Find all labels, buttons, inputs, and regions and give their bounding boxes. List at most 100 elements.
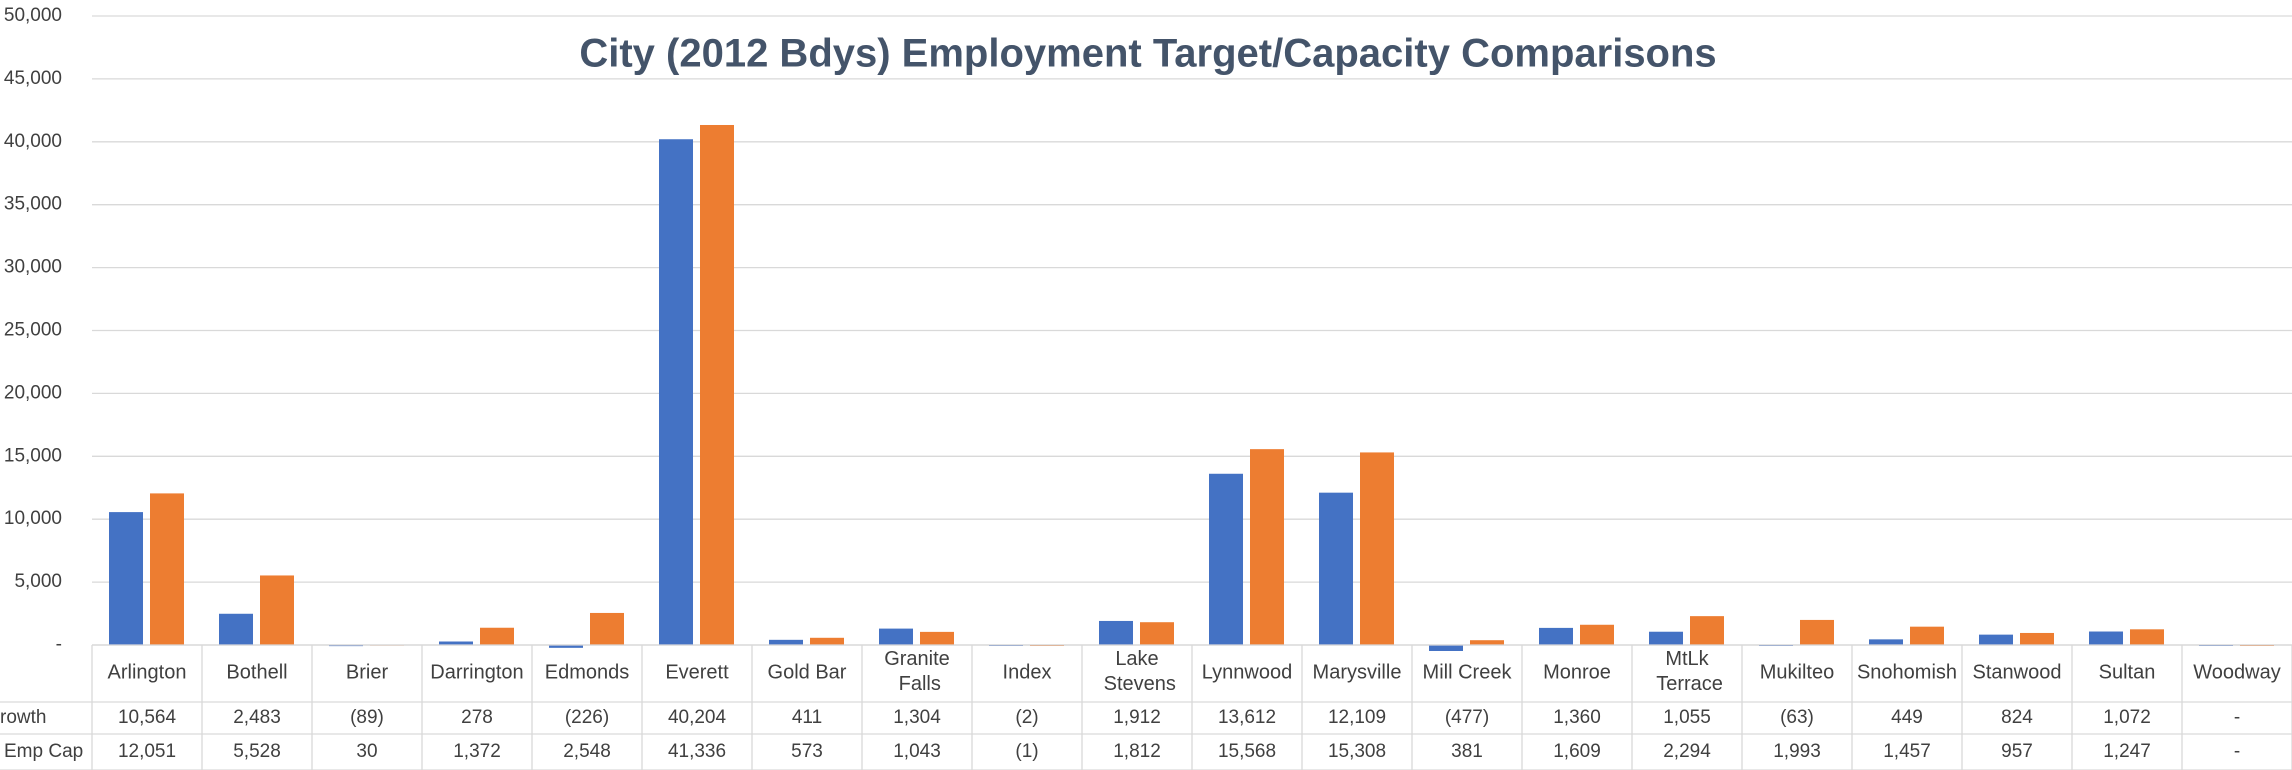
bar xyxy=(260,575,294,645)
table-value: 1,457 xyxy=(1883,741,1931,762)
x-tick-label: Woodway xyxy=(2193,661,2280,683)
x-tick-label: Lake Stevens xyxy=(1098,648,1176,695)
bar xyxy=(700,124,734,646)
bar xyxy=(1470,640,1504,645)
bar xyxy=(2130,629,2164,645)
table-value: 10,564 xyxy=(118,707,177,728)
table-value: (477) xyxy=(1445,707,1489,728)
bar xyxy=(879,628,913,645)
table-value: (63) xyxy=(1780,707,1814,728)
bar xyxy=(1690,616,1724,645)
bar xyxy=(1979,634,2013,645)
y-tick-label: 30,000 xyxy=(4,257,62,278)
bar xyxy=(769,639,803,645)
table-value: 1,247 xyxy=(2103,741,2151,762)
table-value: (226) xyxy=(565,707,609,728)
y-tick-label: 50,000 xyxy=(4,5,62,26)
table-value: 824 xyxy=(2001,707,2033,728)
bar xyxy=(150,493,184,645)
y-tick-label: 10,000 xyxy=(4,508,62,529)
x-tick-label: Edmonds xyxy=(545,661,630,683)
table-value: 449 xyxy=(1891,707,1923,728)
y-tick-label: - xyxy=(56,634,62,655)
table-value: 30 xyxy=(356,741,377,762)
table-value: 1,812 xyxy=(1113,741,1161,762)
legend-label: Emp Cap xyxy=(4,741,83,762)
bar xyxy=(810,637,844,645)
x-tick-label: Mill Creek xyxy=(1423,661,1513,683)
bar xyxy=(2020,632,2054,645)
x-tick-label: Brier xyxy=(346,661,389,683)
x-tick-label: MtLk Terrace xyxy=(1651,648,1723,695)
table-value: 1,304 xyxy=(893,707,941,728)
table-value: 1,993 xyxy=(1773,741,1821,762)
table-value: 12,051 xyxy=(118,741,176,762)
x-tick-label: Gold Bar xyxy=(768,661,847,683)
x-tick-label: Snohomish xyxy=(1857,661,1957,683)
table-value: 1,072 xyxy=(2103,707,2151,728)
table-value: 2,294 xyxy=(1663,741,1711,762)
table-value: 278 xyxy=(461,707,493,728)
y-tick-label: 40,000 xyxy=(4,131,62,152)
table-value: 41,336 xyxy=(668,741,726,762)
bar xyxy=(1539,627,1573,645)
table-value: 2,548 xyxy=(563,741,611,762)
bar xyxy=(1800,619,1834,645)
x-tick-label: Sultan xyxy=(2099,661,2156,683)
y-tick-label: 25,000 xyxy=(4,320,62,341)
bar xyxy=(920,631,954,645)
y-tick-label: 5,000 xyxy=(14,571,62,592)
x-tick-label: Monroe xyxy=(1543,661,1611,683)
bar xyxy=(109,512,143,645)
bar xyxy=(439,641,473,645)
legend-label: rowth xyxy=(0,707,46,728)
x-tick-label: Darrington xyxy=(430,661,523,683)
bar xyxy=(1099,620,1133,645)
bar xyxy=(2089,631,2123,645)
bar xyxy=(659,139,693,645)
bar xyxy=(1580,624,1614,645)
table-value: 13,612 xyxy=(1218,707,1276,728)
table-value: (89) xyxy=(350,707,384,728)
table-value: 5,528 xyxy=(233,741,281,762)
x-tick-label: Index xyxy=(1003,661,1052,683)
bar xyxy=(549,645,583,648)
bar xyxy=(1910,626,1944,645)
x-tick-label: Granite Falls xyxy=(884,648,950,695)
table-value: 1,055 xyxy=(1663,707,1711,728)
x-tick-label: Stanwood xyxy=(1973,661,2062,683)
bar xyxy=(1429,645,1463,652)
table-value: 15,308 xyxy=(1328,741,1386,762)
x-tick-label: Mukilteo xyxy=(1760,661,1834,683)
table-value: 2,483 xyxy=(233,707,281,728)
table-value: - xyxy=(2234,741,2240,762)
y-tick-label: 35,000 xyxy=(4,194,62,215)
table-value: 1,043 xyxy=(893,741,941,762)
table-value: 1,912 xyxy=(1113,707,1161,728)
y-tick-label: 15,000 xyxy=(4,445,62,466)
table-value: 573 xyxy=(791,741,823,762)
x-tick-label: Lynnwood xyxy=(1202,661,1292,683)
table-value: 15,568 xyxy=(1218,741,1276,762)
bar xyxy=(219,613,253,645)
table-value: 40,204 xyxy=(668,707,727,728)
x-tick-label: Everett xyxy=(665,661,729,683)
bar xyxy=(1360,452,1394,645)
bar xyxy=(1869,639,1903,645)
table-value: (2) xyxy=(1015,707,1038,728)
bar xyxy=(590,612,624,645)
bar xyxy=(480,627,514,645)
y-tick-label: 45,000 xyxy=(4,68,62,89)
table-value: 1,372 xyxy=(453,741,501,762)
table-value: 1,609 xyxy=(1553,741,1601,762)
bar xyxy=(1209,473,1243,645)
x-tick-label: Marysville xyxy=(1313,661,1402,683)
bar xyxy=(1250,449,1284,645)
table-value: 411 xyxy=(792,707,822,728)
x-tick-label: Arlington xyxy=(108,661,187,683)
bar xyxy=(1140,622,1174,645)
table-value: (1) xyxy=(1015,741,1038,762)
y-tick-label: 20,000 xyxy=(4,382,62,403)
table-value: 381 xyxy=(1451,741,1483,762)
x-tick-label: Bothell xyxy=(226,661,287,683)
